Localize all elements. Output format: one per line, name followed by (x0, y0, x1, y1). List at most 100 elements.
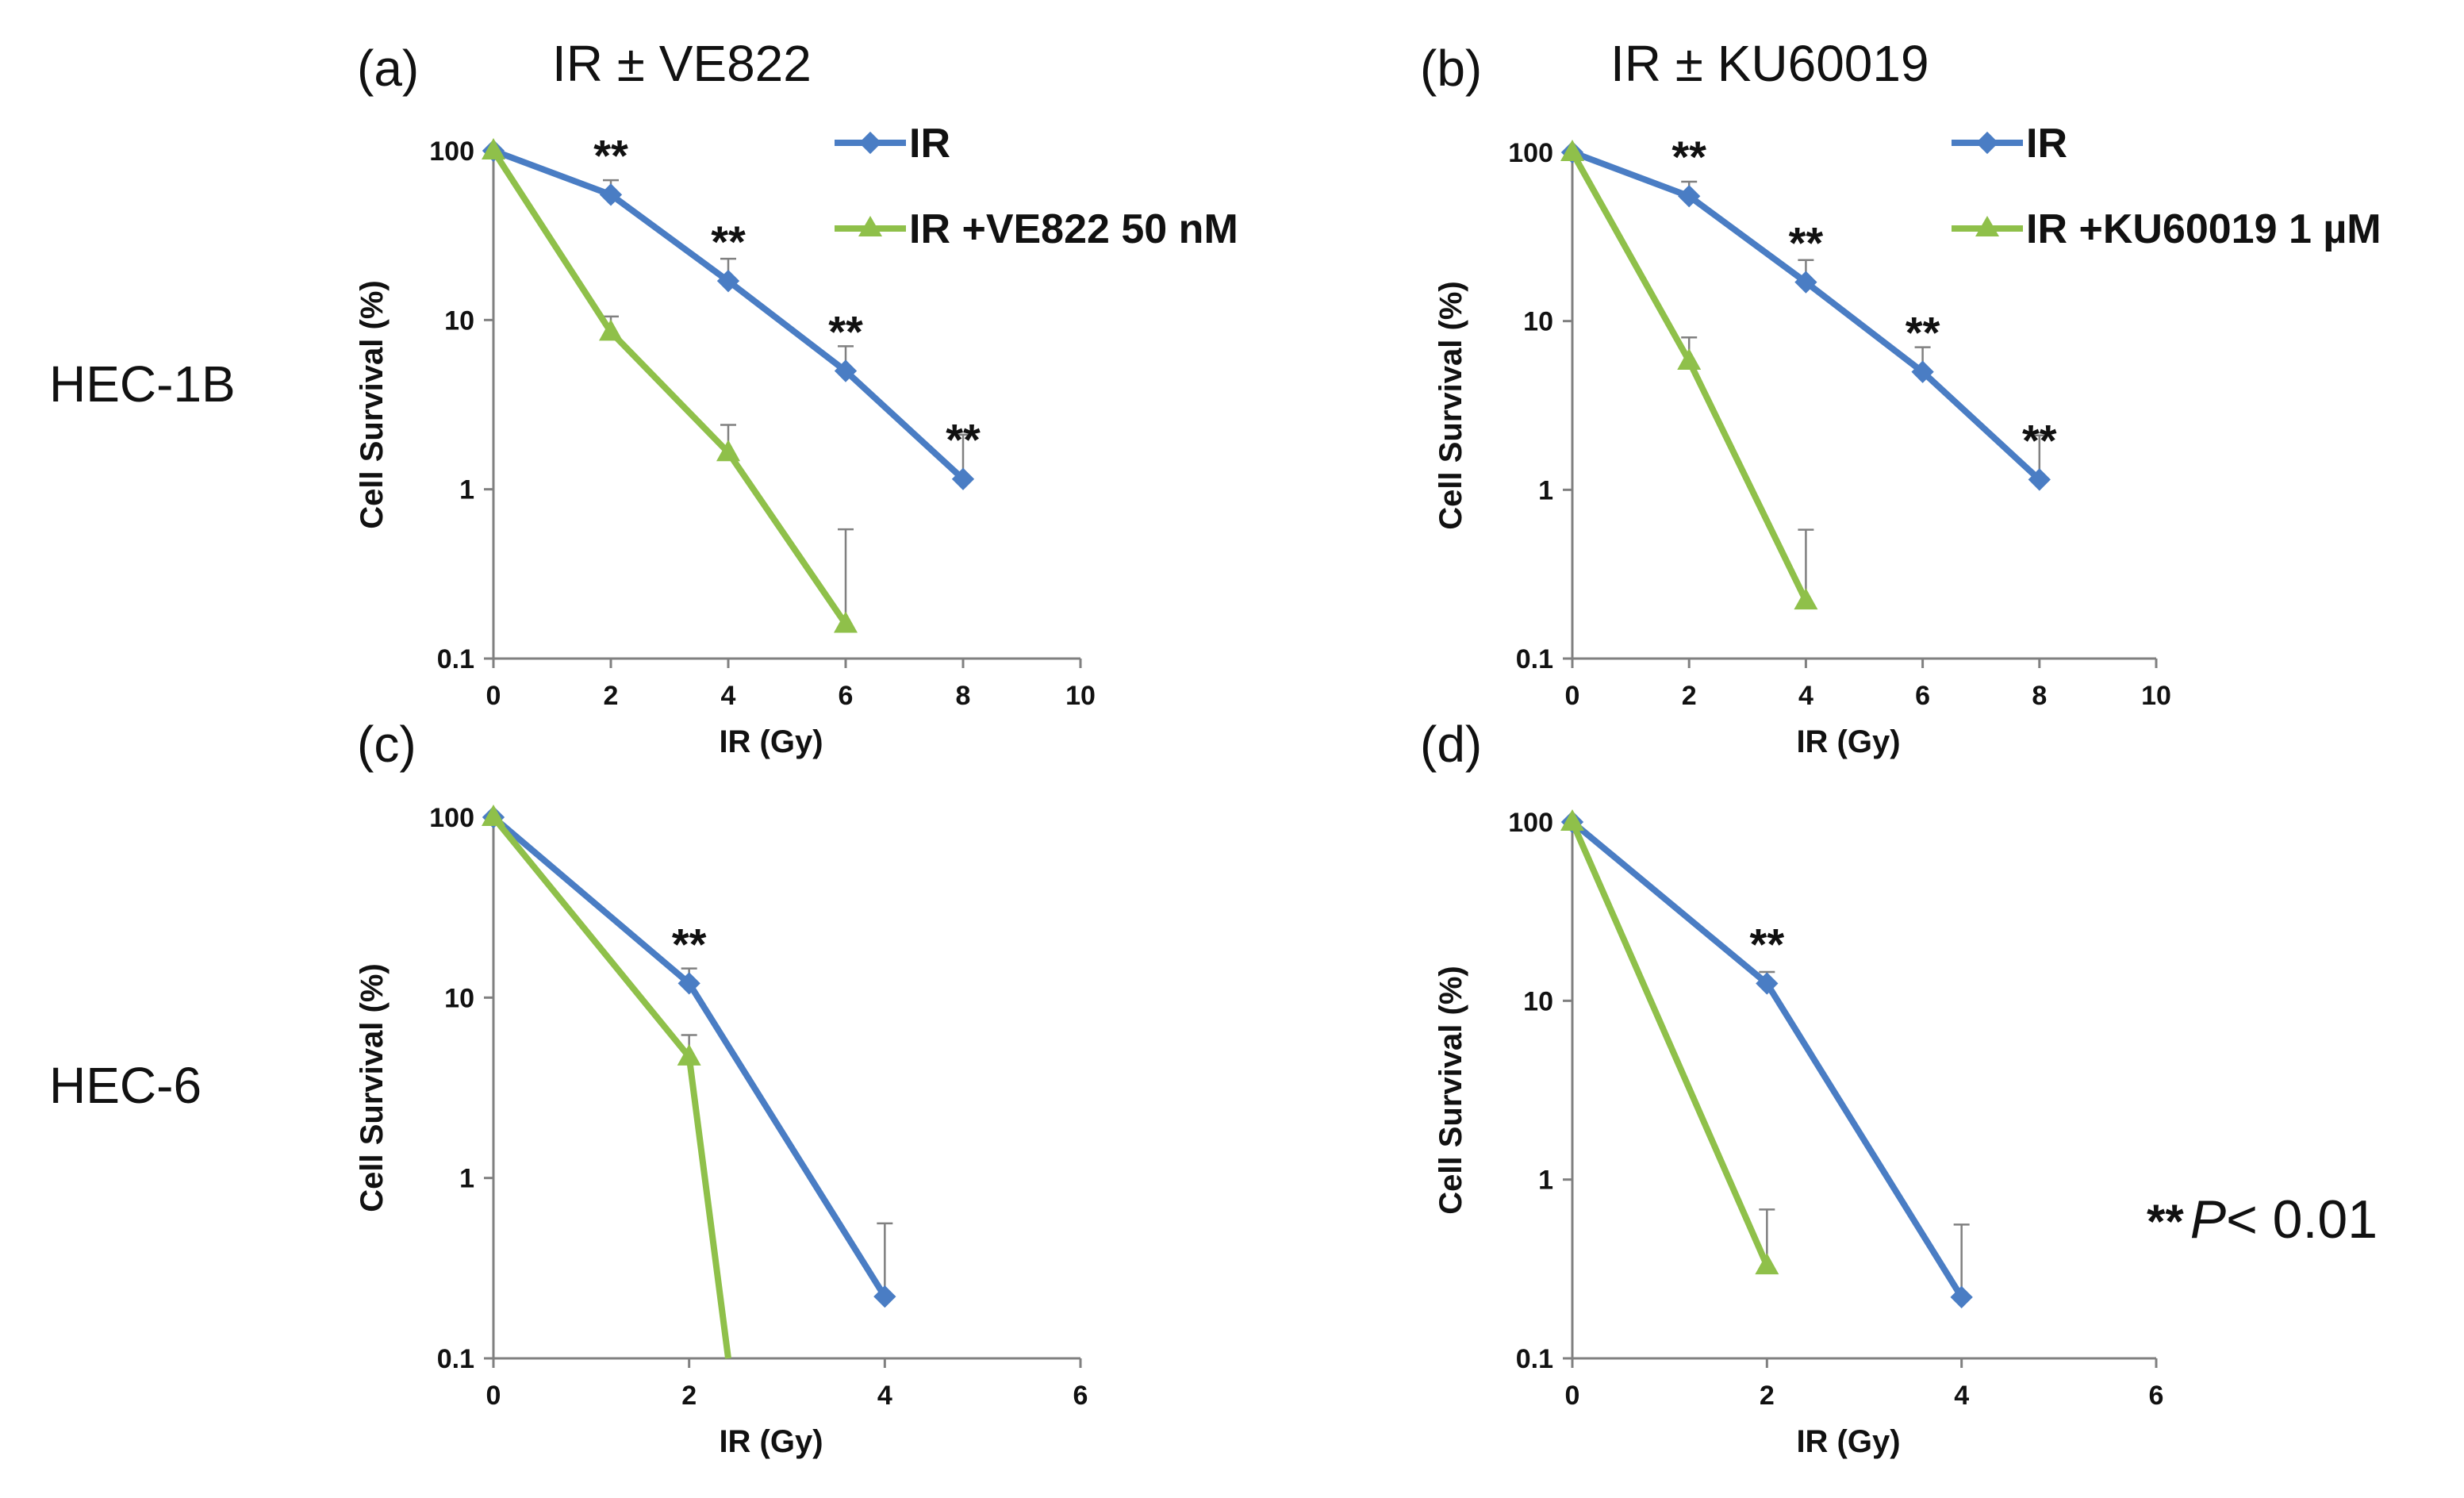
significance-mark: ** (1789, 218, 1824, 268)
x-tick-label: 2 (681, 1381, 697, 1411)
y-tick-label: 100 (1508, 808, 1553, 838)
y-axis-title: Cell Survival (%) (1433, 281, 1468, 529)
significance-mark: ** (672, 919, 707, 969)
data-point-triangle (716, 440, 740, 462)
y-tick-label: 10 (444, 983, 474, 1013)
x-axis-title: IR (Gy) (1796, 1424, 1900, 1459)
x-tick-label: 0 (1565, 1381, 1580, 1411)
series-line-treated (490, 815, 731, 1359)
y-tick-label: 1 (1538, 1166, 1553, 1196)
legend-a: IR IR +VE822 50 nM (835, 121, 1238, 252)
significance-mark: ** (828, 307, 863, 357)
data-point-diamond (1950, 1285, 1973, 1308)
panel-letter-d: (d) (1420, 716, 1482, 773)
row-label-hec-1b: HEC-1B (49, 355, 236, 413)
legend-label-ir: IR (909, 121, 950, 167)
data-point-triangle (834, 611, 858, 633)
panel-letter-a: (a) (357, 40, 419, 97)
x-tick-label: 6 (1915, 681, 1930, 711)
y-tick-label: 100 (1508, 138, 1553, 168)
chart-b: 100 10 1 0.1 0 2 4 6 8 10 IR (Gy) Cell Survival (%)… (1433, 132, 2171, 759)
data-point-diamond (1756, 972, 1779, 995)
row-label-hec-6: HEC-6 (49, 1057, 201, 1114)
data-point-triangle (1677, 348, 1702, 370)
legend-marker-ku60019 (1975, 216, 1999, 236)
y-tick-label: 10 (1523, 307, 1553, 337)
legend-label-ir: IR (2026, 121, 2067, 167)
x-tick-label: 2 (604, 681, 619, 711)
panel-title-a: IR ± VE822 (552, 35, 812, 92)
footnote-stars: ** (2147, 1195, 2184, 1248)
x-tick-label: 4 (877, 1381, 892, 1411)
x-tick-label: 2 (1682, 681, 1697, 711)
x-tick-label: 8 (2032, 681, 2047, 711)
panel-letter-c: (c) (357, 716, 416, 773)
series-line-treated (490, 148, 849, 626)
data-point-triangle (677, 1043, 701, 1066)
data-point-diamond (716, 270, 740, 293)
x-tick-label: 4 (721, 681, 736, 711)
x-tick-label: 6 (1073, 1381, 1088, 1411)
data-point-triangle (1560, 140, 1584, 161)
chart-a: 100 10 1 0.1 0 2 4 6 8 10 IR (Gy) Cell Survival (%)… (355, 130, 1096, 759)
y-tick-label: 1 (1538, 475, 1553, 505)
data-point-diamond (951, 467, 975, 490)
data-point-triangle (1794, 588, 1818, 610)
y-tick-label: 1 (459, 475, 474, 505)
x-tick-label: 6 (839, 681, 854, 711)
legend-b: IR IR +KU60019 1 µM (1952, 121, 2381, 252)
y-tick-label: 0.1 (437, 1344, 474, 1374)
data-point-triangle (1560, 809, 1584, 831)
x-tick-label: 10 (1065, 681, 1096, 711)
data-point-triangle (599, 319, 623, 341)
chart-c: 100 10 1 0.1 0 2 4 6 IR (Gy) Cell Survival (%) ** (355, 803, 1088, 1459)
significance-mark: ** (2022, 415, 2057, 465)
significance-footnote: ** P< 0.01 (2147, 1189, 2378, 1250)
legend-marker-ir (858, 131, 882, 155)
x-tick-label: 4 (1798, 681, 1813, 711)
y-tick-label: 10 (1523, 986, 1553, 1016)
y-axis-title: Cell Survival (%) (355, 963, 390, 1212)
data-point-diamond (1678, 185, 1701, 208)
series-line-treated (1569, 820, 1770, 1267)
y-tick-label: 0.1 (1516, 644, 1553, 674)
x-tick-label: 2 (1760, 1381, 1775, 1411)
y-tick-label: 0.1 (1516, 1344, 1553, 1374)
y-tick-label: 1 (459, 1164, 474, 1194)
x-tick-label: 10 (2141, 681, 2171, 711)
series-line-ir (1571, 149, 2042, 482)
y-tick-label: 100 (429, 136, 474, 167)
data-point-diamond (599, 183, 623, 206)
x-tick-label: 4 (1954, 1381, 1969, 1411)
data-point-triangle (482, 805, 505, 826)
x-tick-label: 0 (1565, 681, 1580, 711)
footnote-p: P (2190, 1189, 2226, 1250)
data-point-diamond (1794, 271, 1817, 294)
legend-marker-ir (1975, 131, 1999, 155)
data-point-triangle (1755, 1253, 1779, 1275)
x-axis-title: IR (Gy) (719, 1424, 823, 1459)
x-axis-title: IR (Gy) (719, 724, 823, 759)
y-axis-title: Cell Survival (%) (355, 280, 390, 528)
x-tick-label: 6 (2149, 1381, 2164, 1411)
significance-mark: ** (1750, 919, 1785, 969)
data-point-diamond (834, 359, 858, 382)
x-tick-label: 0 (486, 681, 501, 711)
footnote-threshold: < 0.01 (2226, 1189, 2378, 1250)
y-tick-label: 0.1 (437, 644, 474, 674)
data-point-diamond (677, 972, 700, 995)
x-tick-label: 0 (486, 1381, 501, 1411)
x-tick-label: 8 (956, 681, 971, 711)
panel-title-b: IR ± KU60019 (1610, 35, 1929, 92)
significance-mark: ** (1671, 132, 1706, 182)
legend-label-ku60019: IR +KU60019 1 µM (2026, 206, 2381, 252)
series-line-treated (1569, 151, 1809, 602)
data-point-diamond (1911, 360, 1934, 383)
chart-d: 100 10 1 0.1 0 2 4 6 IR (Gy) Cell Survival (%) ** (1433, 808, 2163, 1459)
y-tick-label: 100 (429, 803, 474, 833)
significance-mark: ** (593, 130, 628, 180)
significance-mark: ** (711, 217, 746, 267)
y-axis-title: Cell Survival (%) (1433, 966, 1468, 1214)
panel-letter-b: (b) (1420, 40, 1482, 97)
